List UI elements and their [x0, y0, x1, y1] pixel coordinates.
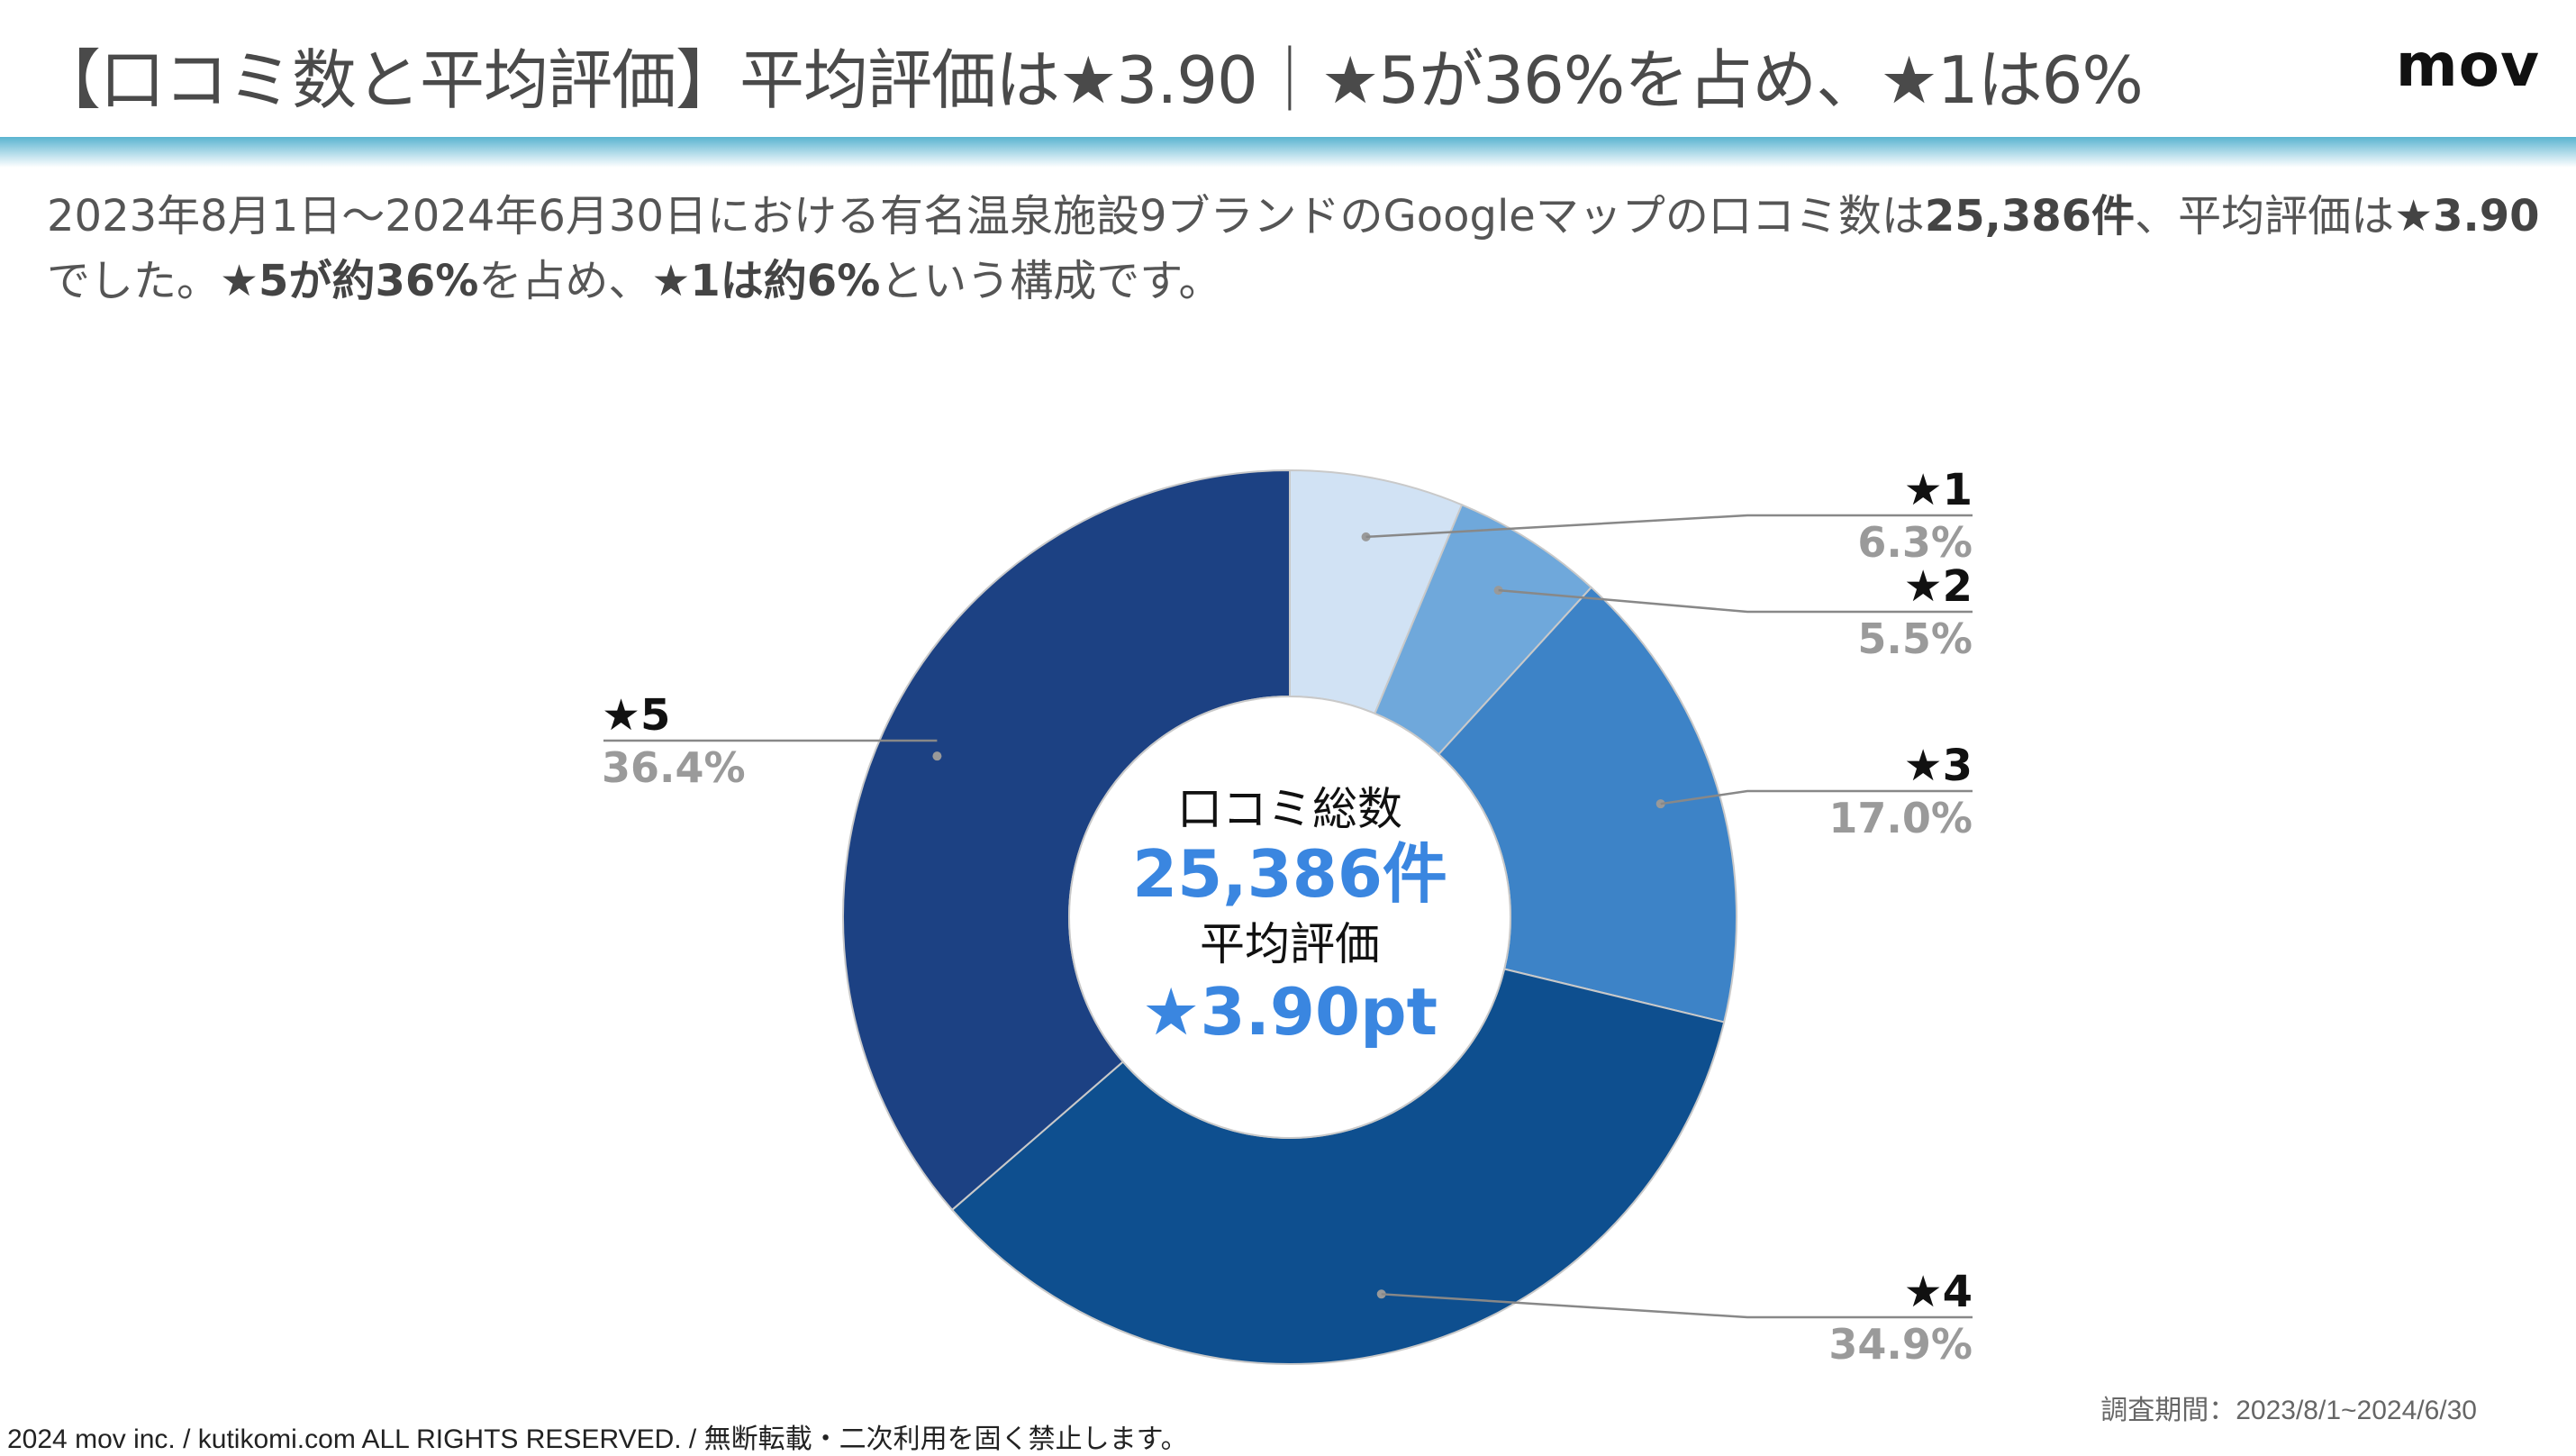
category-label-star-5: ★5: [602, 690, 670, 741]
category-label-star-4: ★4: [1904, 1267, 1973, 1317]
category-label-star-1: ★1: [1904, 465, 1973, 515]
survey-period: 調査期間：2023/8/1~2024/6/30: [2100, 1396, 2477, 1425]
leader-line-star-4: [1381, 1293, 1973, 1319]
category-label-star-3: ★3: [1904, 741, 1973, 791]
copyright-notice: 2024 mov inc. / kutikomi.com ALL RIGHTS …: [7, 1424, 1188, 1454]
leader-dot-star-5: [932, 751, 942, 761]
category-label-star-2: ★2: [1904, 561, 1973, 612]
brand-logo: mov: [2395, 31, 2540, 100]
summary-bold: ★1は約6%: [651, 256, 881, 306]
summary-part: を占め、: [478, 256, 652, 306]
summary-part: でした。: [47, 256, 221, 306]
center-average-label: 平均評価: [1200, 918, 1380, 970]
summary-text: 2023年8月1日〜2024年6月30日における有名温泉施設9ブランドのGoog…: [47, 184, 2542, 314]
center-total-label: 口コミ総数: [1177, 783, 1402, 835]
donut-hole: [1068, 696, 1511, 1139]
center-average-value: ★3.90pt: [1142, 974, 1438, 1050]
summary-part: 、平均評価は: [2135, 191, 2395, 241]
value-label-star-3: 17.0%: [1828, 794, 1973, 842]
value-label-star-4: 34.9%: [1828, 1320, 1973, 1369]
summary-bold: ★5が約36%: [220, 256, 479, 306]
leader-line-star-3: [1660, 789, 1973, 805]
leader-line-star-1: [1365, 514, 1973, 539]
leader-line-star-2: [1498, 588, 1973, 614]
summary-bold: 25,386件: [1924, 191, 2136, 241]
page-title: 【口コミ数と平均評価】平均評価は★3.90｜★5が36%を占め、★1は6%: [36, 42, 2144, 118]
header-divider-band: [0, 137, 2576, 168]
value-label-star-5: 36.4%: [602, 743, 746, 792]
summary-bold: ★3.90: [2394, 191, 2540, 241]
value-label-star-2: 5.5%: [1857, 614, 1973, 663]
center-total-value: 25,386件: [1132, 836, 1447, 912]
summary-part: 2023年8月1日〜2024年6月30日における有名温泉施設9ブランドのGoog…: [47, 191, 1925, 241]
summary-part: という構成です。: [880, 256, 1222, 306]
value-label-star-1: 6.3%: [1857, 518, 1973, 567]
header: 【口コミ数と平均評価】平均評価は★3.90｜★5が36%を占め、★1は6% mo…: [0, 0, 2576, 137]
